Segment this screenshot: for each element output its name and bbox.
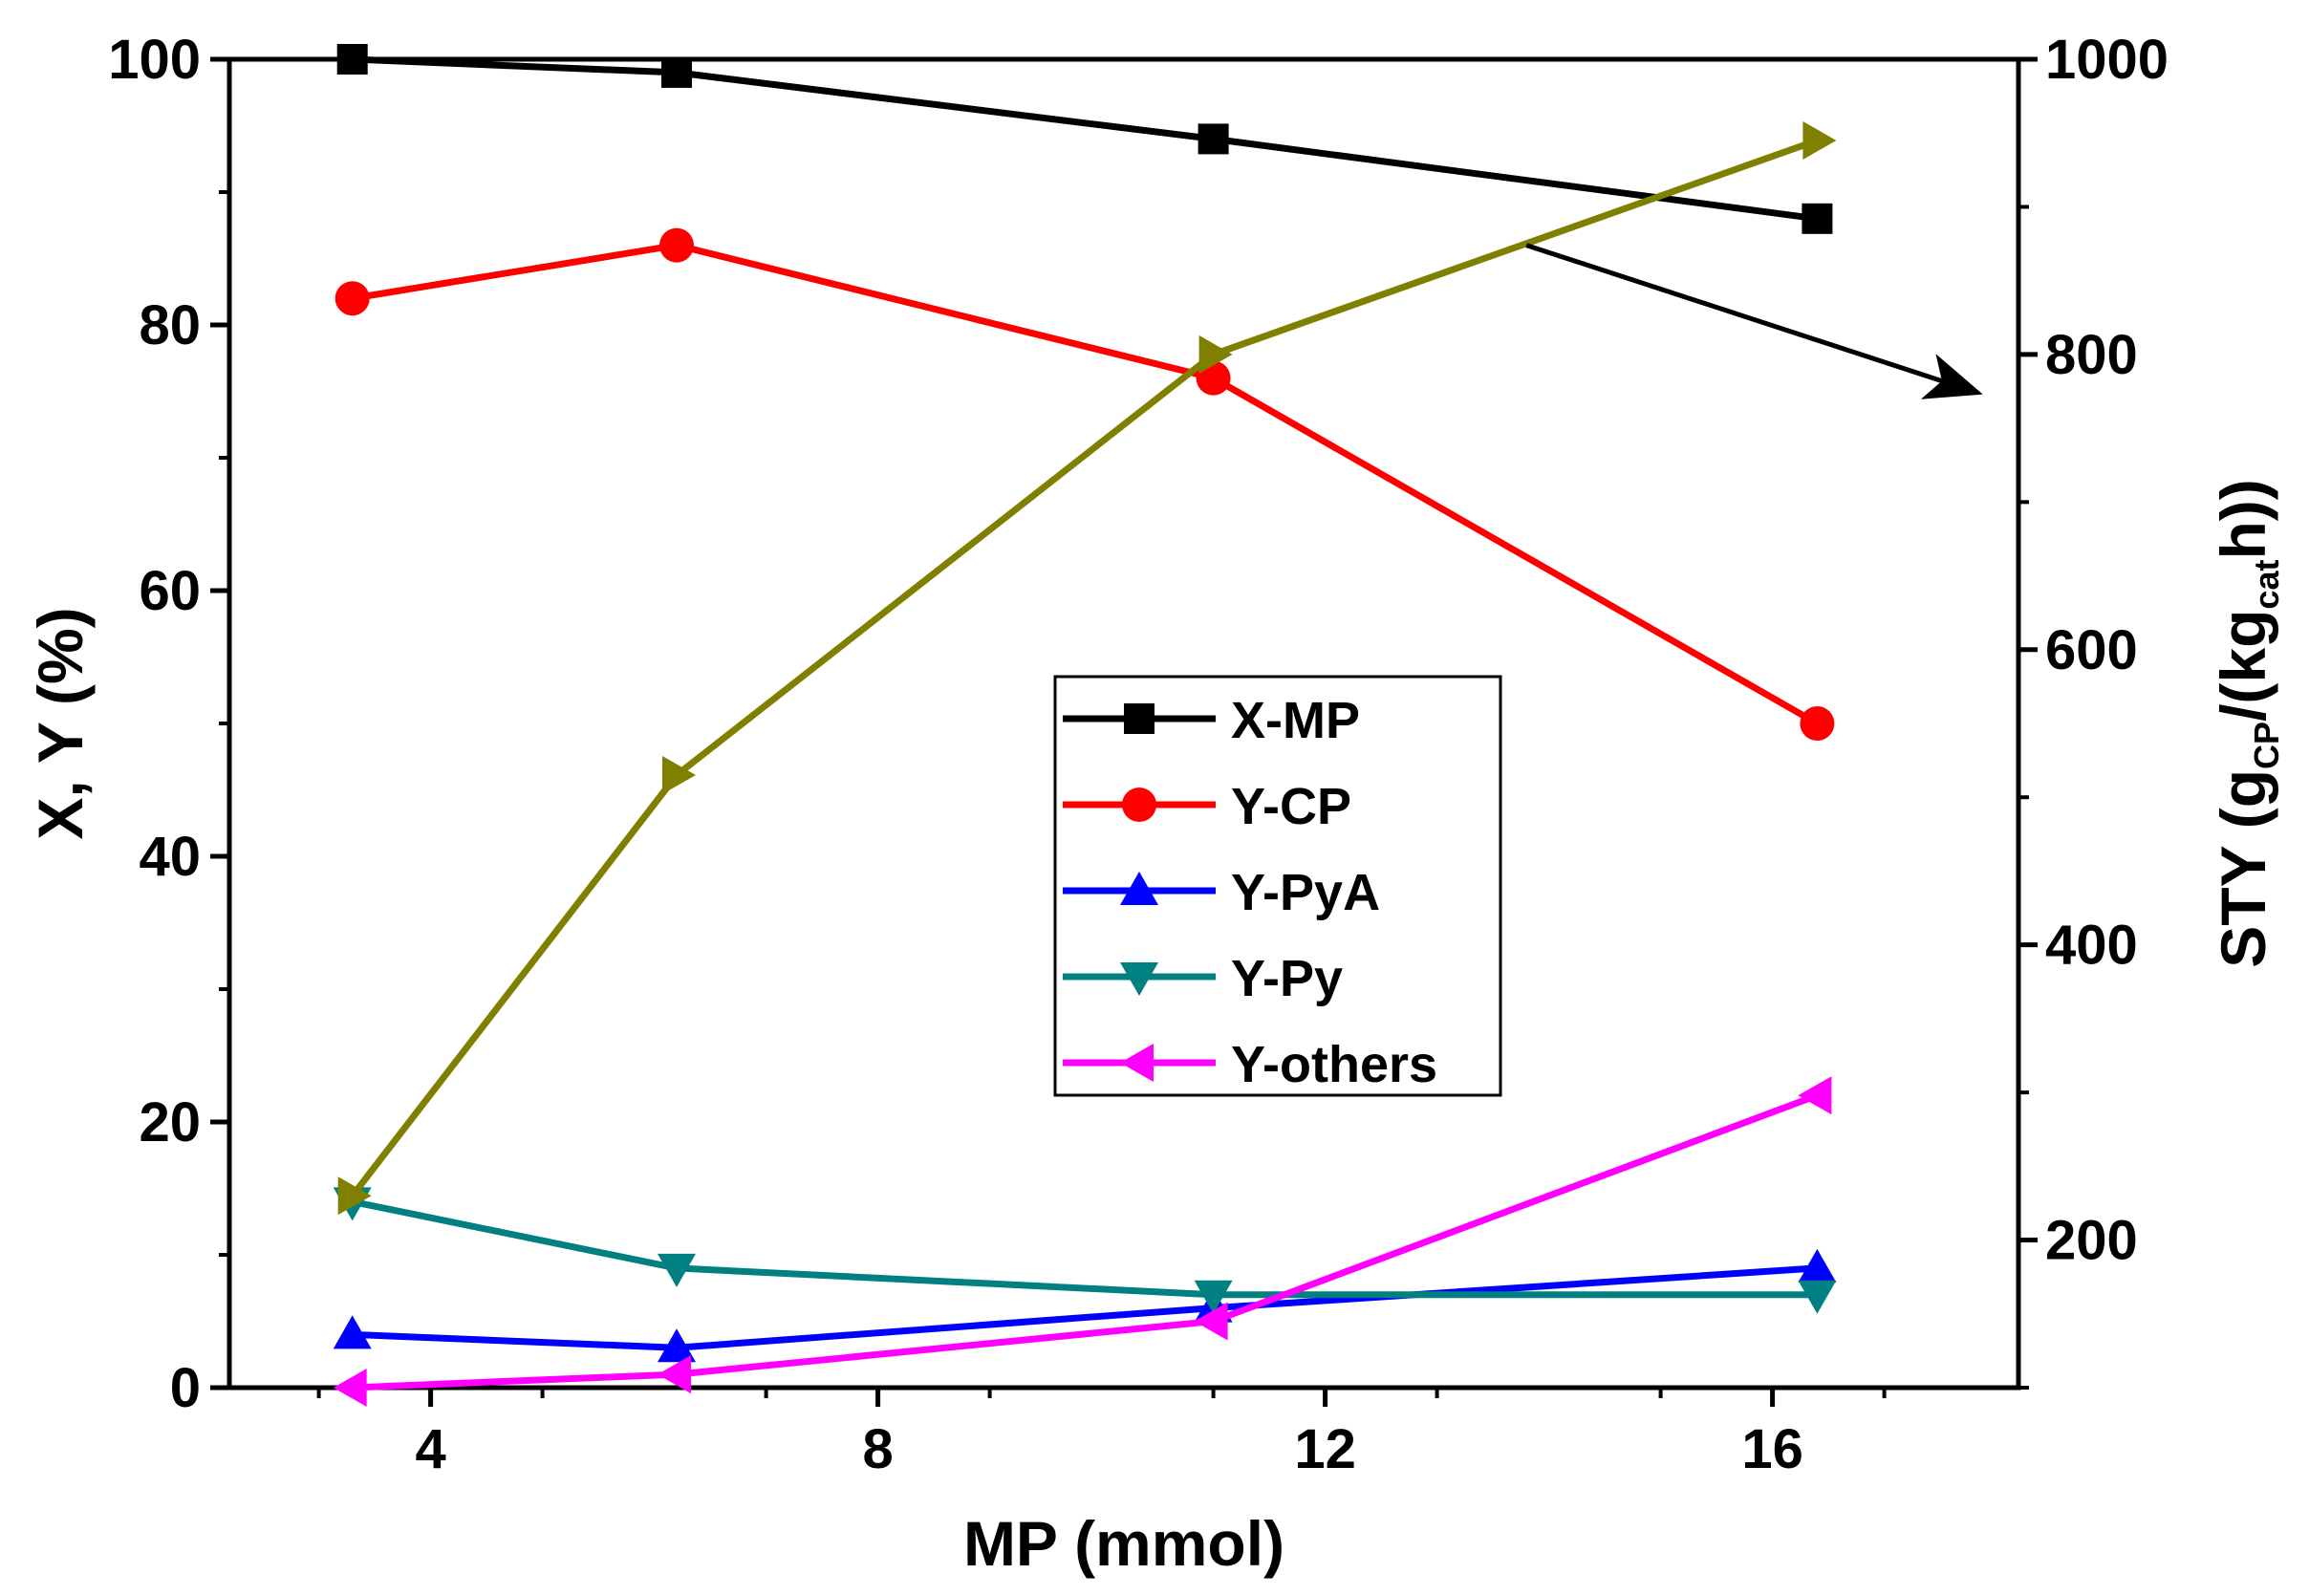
series-y-cp <box>334 227 1835 741</box>
legend-label: Y-CP <box>1231 778 1351 835</box>
y-right-tick-label: 800 <box>2045 324 2138 386</box>
y-right-tick-label: 400 <box>2045 915 2138 977</box>
data-point <box>661 56 692 88</box>
data-point <box>336 44 368 75</box>
legend-label: X-MP <box>1231 692 1360 749</box>
data-point <box>1194 1280 1233 1314</box>
series-line <box>351 1197 1818 1299</box>
data-point <box>333 1315 372 1349</box>
data-point <box>658 1253 696 1287</box>
data-point <box>1798 1280 1837 1314</box>
series-line <box>352 1091 1819 1391</box>
data-point <box>659 227 694 263</box>
series-line <box>349 137 1819 1198</box>
legend-swatch-marker <box>1120 1044 1154 1082</box>
legend-label: Y-Py <box>1231 950 1343 1007</box>
y-right-tick-label: 1000 <box>2045 29 2169 91</box>
legend-swatch-marker <box>1124 703 1154 734</box>
series-line <box>352 242 1820 727</box>
y-right-tick-label: 200 <box>2045 1210 2138 1272</box>
y-left-tick-label: 40 <box>139 826 201 888</box>
y-axis-right: 200 400 600 800 1000 <box>2018 29 2169 1390</box>
data-point <box>1798 1076 1832 1115</box>
y-left-tick-label: 80 <box>139 294 201 356</box>
y-axis-left: 0 20 40 60 80 100 <box>108 29 229 1419</box>
series-y-pya <box>333 1248 1837 1363</box>
data-point <box>1802 203 1833 234</box>
legend-swatch-marker <box>1120 962 1158 996</box>
data-point <box>1802 120 1837 160</box>
legend-item: Y-PyA <box>1063 864 1380 921</box>
data-point <box>333 1369 367 1407</box>
legend-item: Y-others <box>1063 1036 1437 1093</box>
x-tick-label: 16 <box>1741 1418 1803 1480</box>
data-point <box>337 1176 372 1216</box>
x-tick-label: 4 <box>415 1418 445 1480</box>
x-axis-title: MP (mmol) <box>963 1508 1284 1579</box>
legend-box <box>1053 675 1502 1097</box>
y-left-tick-label: 60 <box>139 560 201 622</box>
data-point <box>1198 123 1229 155</box>
annotation-arrow <box>1525 243 1983 399</box>
series-y-py <box>333 1187 1837 1314</box>
series-line <box>352 55 1818 223</box>
data-point <box>334 281 370 316</box>
y-left-tick-label: 0 <box>170 1357 201 1419</box>
y-left-tick-label: 20 <box>139 1091 201 1154</box>
series-y-others <box>333 1076 1832 1407</box>
data-point <box>658 1328 696 1363</box>
legend: X-MP Y-CP Y-PyA Y-Py Y-others <box>1053 675 1502 1097</box>
legend-swatch-marker <box>1122 787 1156 822</box>
series-x-mp <box>336 44 1833 234</box>
legend-item: X-MP <box>1063 692 1360 749</box>
y-right-tick-label: 600 <box>2045 619 2138 681</box>
series-layer <box>333 44 1837 1407</box>
series-sty <box>337 120 1837 1216</box>
data-point <box>1198 334 1233 374</box>
legend-item: Y-Py <box>1063 950 1343 1007</box>
y-right-axis-title: STY (gCP/(kgcath)) <box>2208 479 2286 967</box>
series-line <box>352 1264 1818 1351</box>
legend-item: Y-CP <box>1063 778 1351 835</box>
legend-swatch-marker <box>1120 872 1158 905</box>
x-axis: 4 8 12 16 <box>316 1388 1887 1480</box>
legend-label: Y-PyA <box>1231 864 1380 921</box>
legend-label: Y-others <box>1231 1036 1437 1093</box>
y-left-tick-label: 100 <box>108 29 201 91</box>
data-point <box>662 756 696 795</box>
data-point <box>1800 706 1835 741</box>
data-point <box>658 1355 691 1394</box>
x-tick-label: 8 <box>862 1418 893 1480</box>
x-tick-label: 12 <box>1294 1418 1356 1480</box>
y-left-axis-title: X, Y (%) <box>25 607 96 839</box>
data-point <box>1798 1248 1837 1283</box>
data-point <box>1194 1302 1228 1341</box>
